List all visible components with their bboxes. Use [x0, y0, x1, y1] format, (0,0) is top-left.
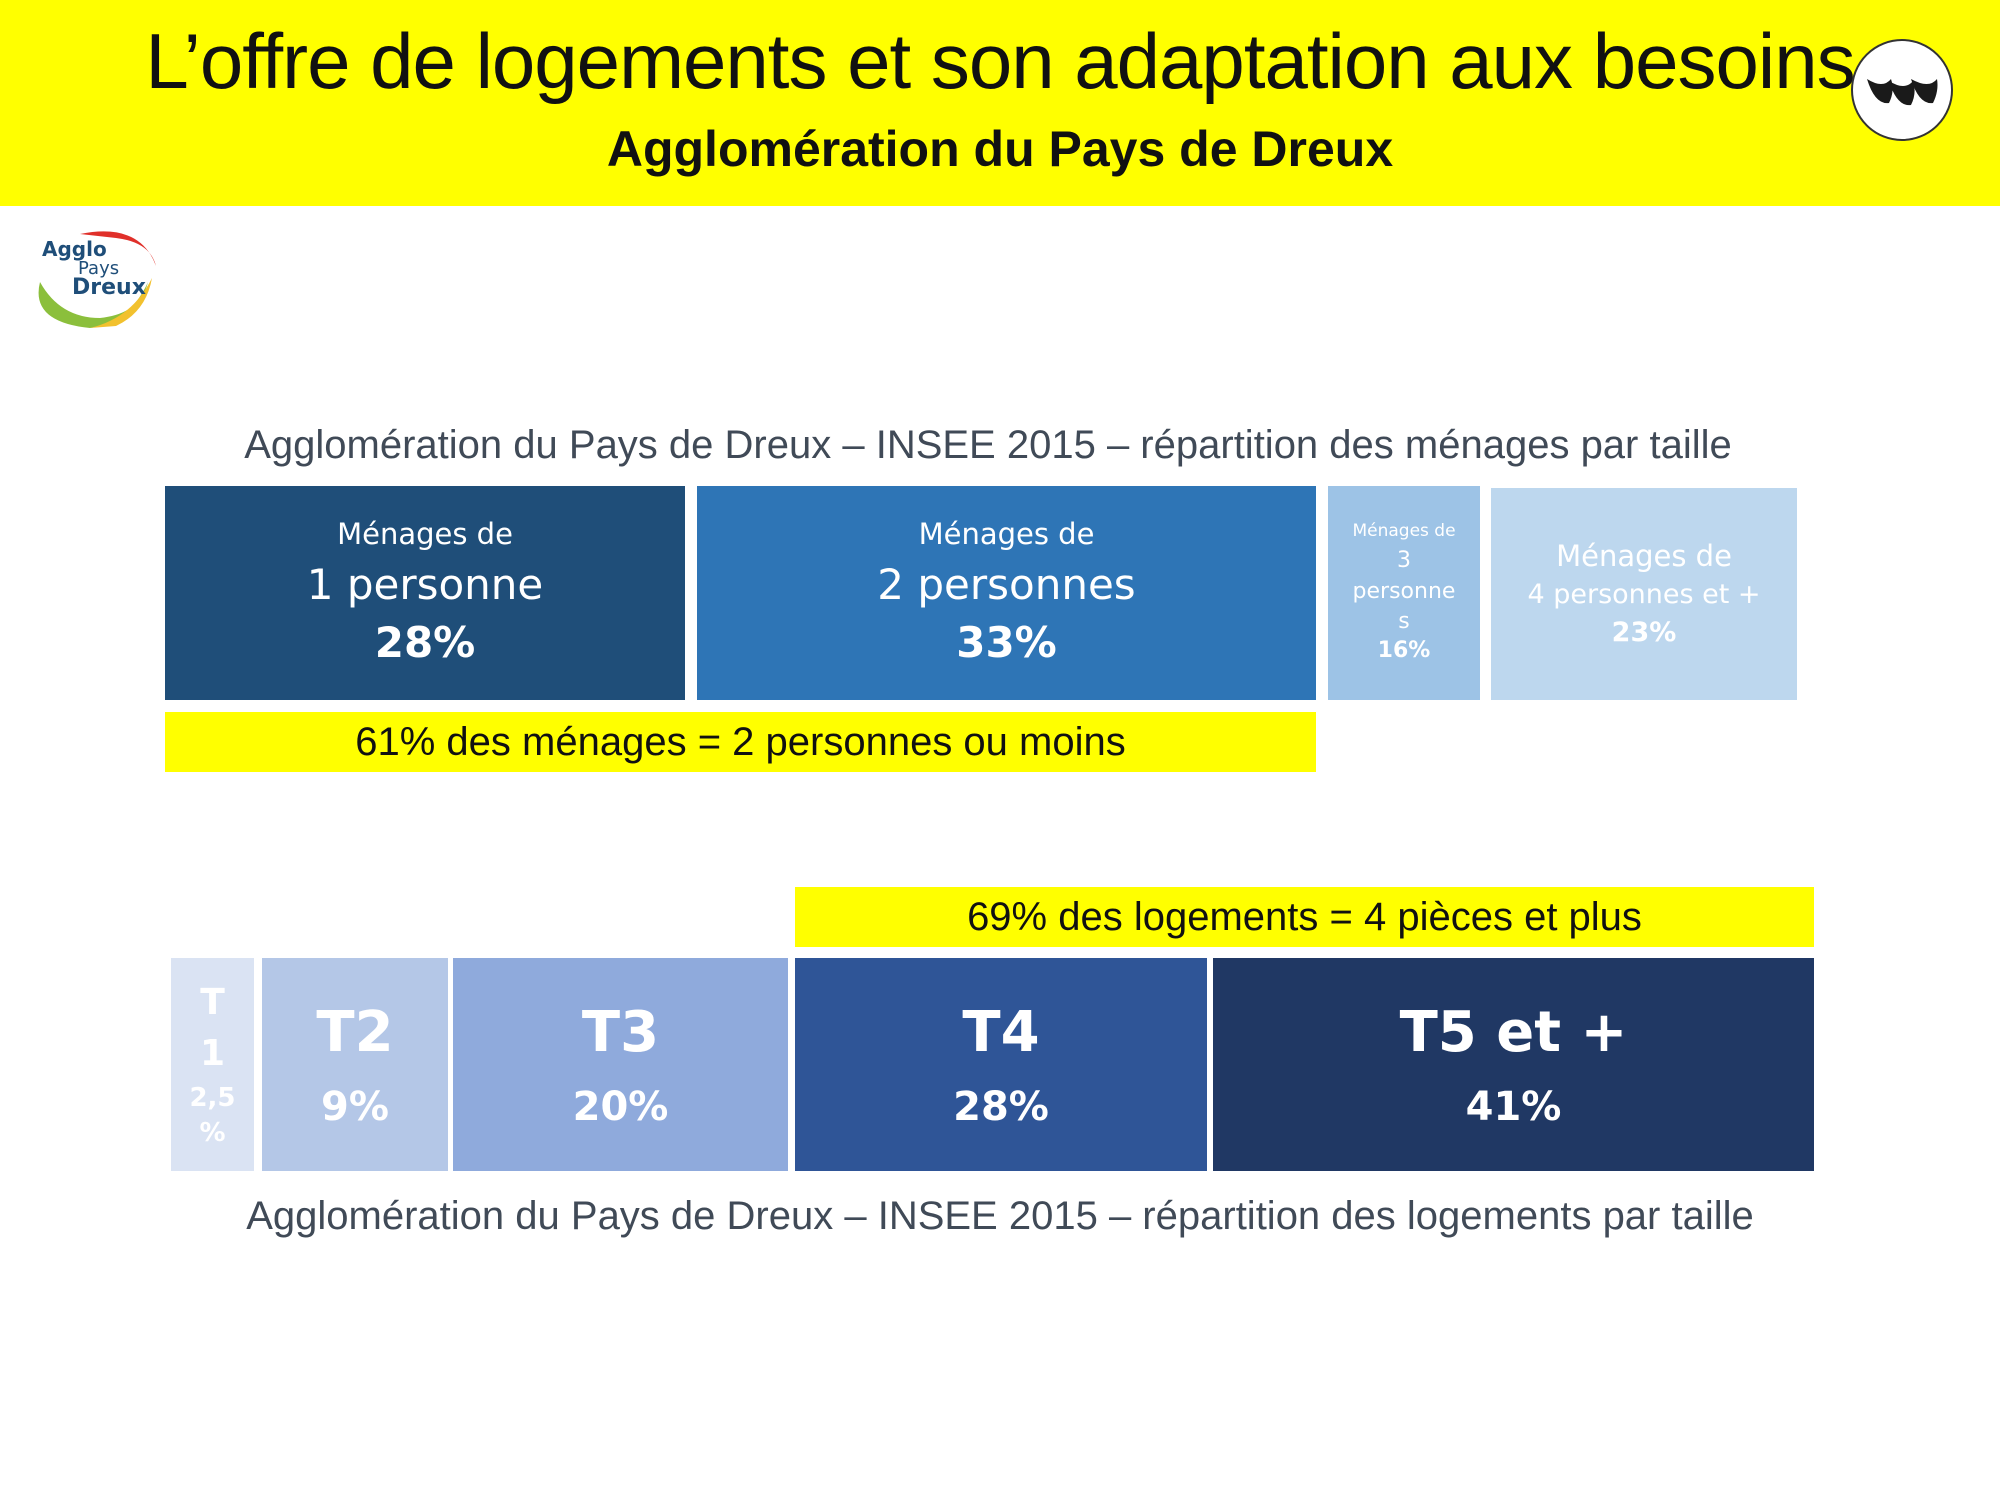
households-caption: Agglomération du Pays de Dreux – INSEE 2…: [244, 423, 1732, 467]
dwelling-t1-pct-sign: %: [199, 1117, 226, 1148]
household-1-line2: 1 personne: [306, 559, 544, 609]
dwelling-block-t1: T 1 2,5 %: [171, 958, 254, 1171]
household-3-line2: 3: [1397, 547, 1411, 573]
household-block-3-persons: Ménages de 3 personne s 16%: [1328, 486, 1480, 700]
dwelling-block-t5: T5 et + 41%: [1213, 958, 1814, 1171]
dwellings-highlight: 69% des logements = 4 pièces et plus: [795, 887, 1814, 947]
dwellings-caption: Agglomération du Pays de Dreux – INSEE 2…: [246, 1194, 1754, 1238]
household-2-line2: 2 personnes: [877, 559, 1136, 609]
household-1-pct: 28%: [374, 618, 476, 668]
dwelling-t5-label: T5 et +: [1399, 999, 1628, 1065]
dwelling-t1-line2: 1: [199, 1033, 226, 1074]
agglo-pays-dreux-logo: Agglo Pays Dreux: [20, 222, 160, 332]
household-4-line2: 4 personnes et +: [1527, 579, 1761, 611]
household-3-pct: 16%: [1377, 638, 1431, 664]
household-3-line3: personne: [1352, 579, 1456, 605]
header-banner: L’offre de logements et son adaptation a…: [0, 0, 2000, 206]
dwelling-t1-pct: 2,5: [189, 1083, 236, 1113]
dwelling-block-t2: T2 9%: [262, 958, 448, 1171]
household-3-line4: s: [1398, 608, 1410, 634]
household-3-line1: Ménages de: [1352, 521, 1456, 542]
dwelling-t5-pct: 41%: [1465, 1083, 1562, 1130]
households-highlight: 61% des ménages = 2 personnes ou moins: [165, 712, 1316, 772]
household-2-pct: 33%: [956, 618, 1057, 668]
dwelling-t4-label: T4: [962, 999, 1040, 1065]
household-4-pct: 23%: [1611, 617, 1677, 649]
household-4-line1: Ménages de: [1556, 539, 1732, 574]
dwelling-t3-pct: 20%: [572, 1083, 669, 1130]
page-title: L’offre de logements et son adaptation a…: [145, 17, 1855, 105]
household-1-line1: Ménages de: [337, 517, 513, 552]
dwelling-t4-pct: 28%: [953, 1083, 1049, 1130]
logo-text-pays: Pays: [78, 258, 119, 279]
dwelling-t1-line1: T: [200, 982, 225, 1023]
dwelling-t3-label: T3: [581, 999, 660, 1065]
brand-badge-icon: [1851, 39, 1953, 141]
logo-text-agglo: Agglo: [42, 237, 107, 261]
dwelling-t2-pct: 9%: [321, 1083, 389, 1130]
logo-text-dreux: Dreux: [72, 275, 146, 300]
household-block-1-person: Ménages de 1 personne 28%: [165, 486, 685, 700]
dwelling-block-t3: T3 20%: [453, 958, 788, 1171]
page-subtitle: Agglomération du Pays de Dreux: [606, 121, 1394, 177]
household-block-2-persons: Ménages de 2 personnes 33%: [697, 486, 1316, 700]
dwelling-block-t4: T4 28%: [795, 958, 1207, 1171]
dwelling-t2-label: T2: [316, 999, 394, 1065]
household-block-4-persons: Ménages de 4 personnes et + 23%: [1491, 488, 1797, 700]
household-2-line1: Ménages de: [918, 517, 1095, 552]
